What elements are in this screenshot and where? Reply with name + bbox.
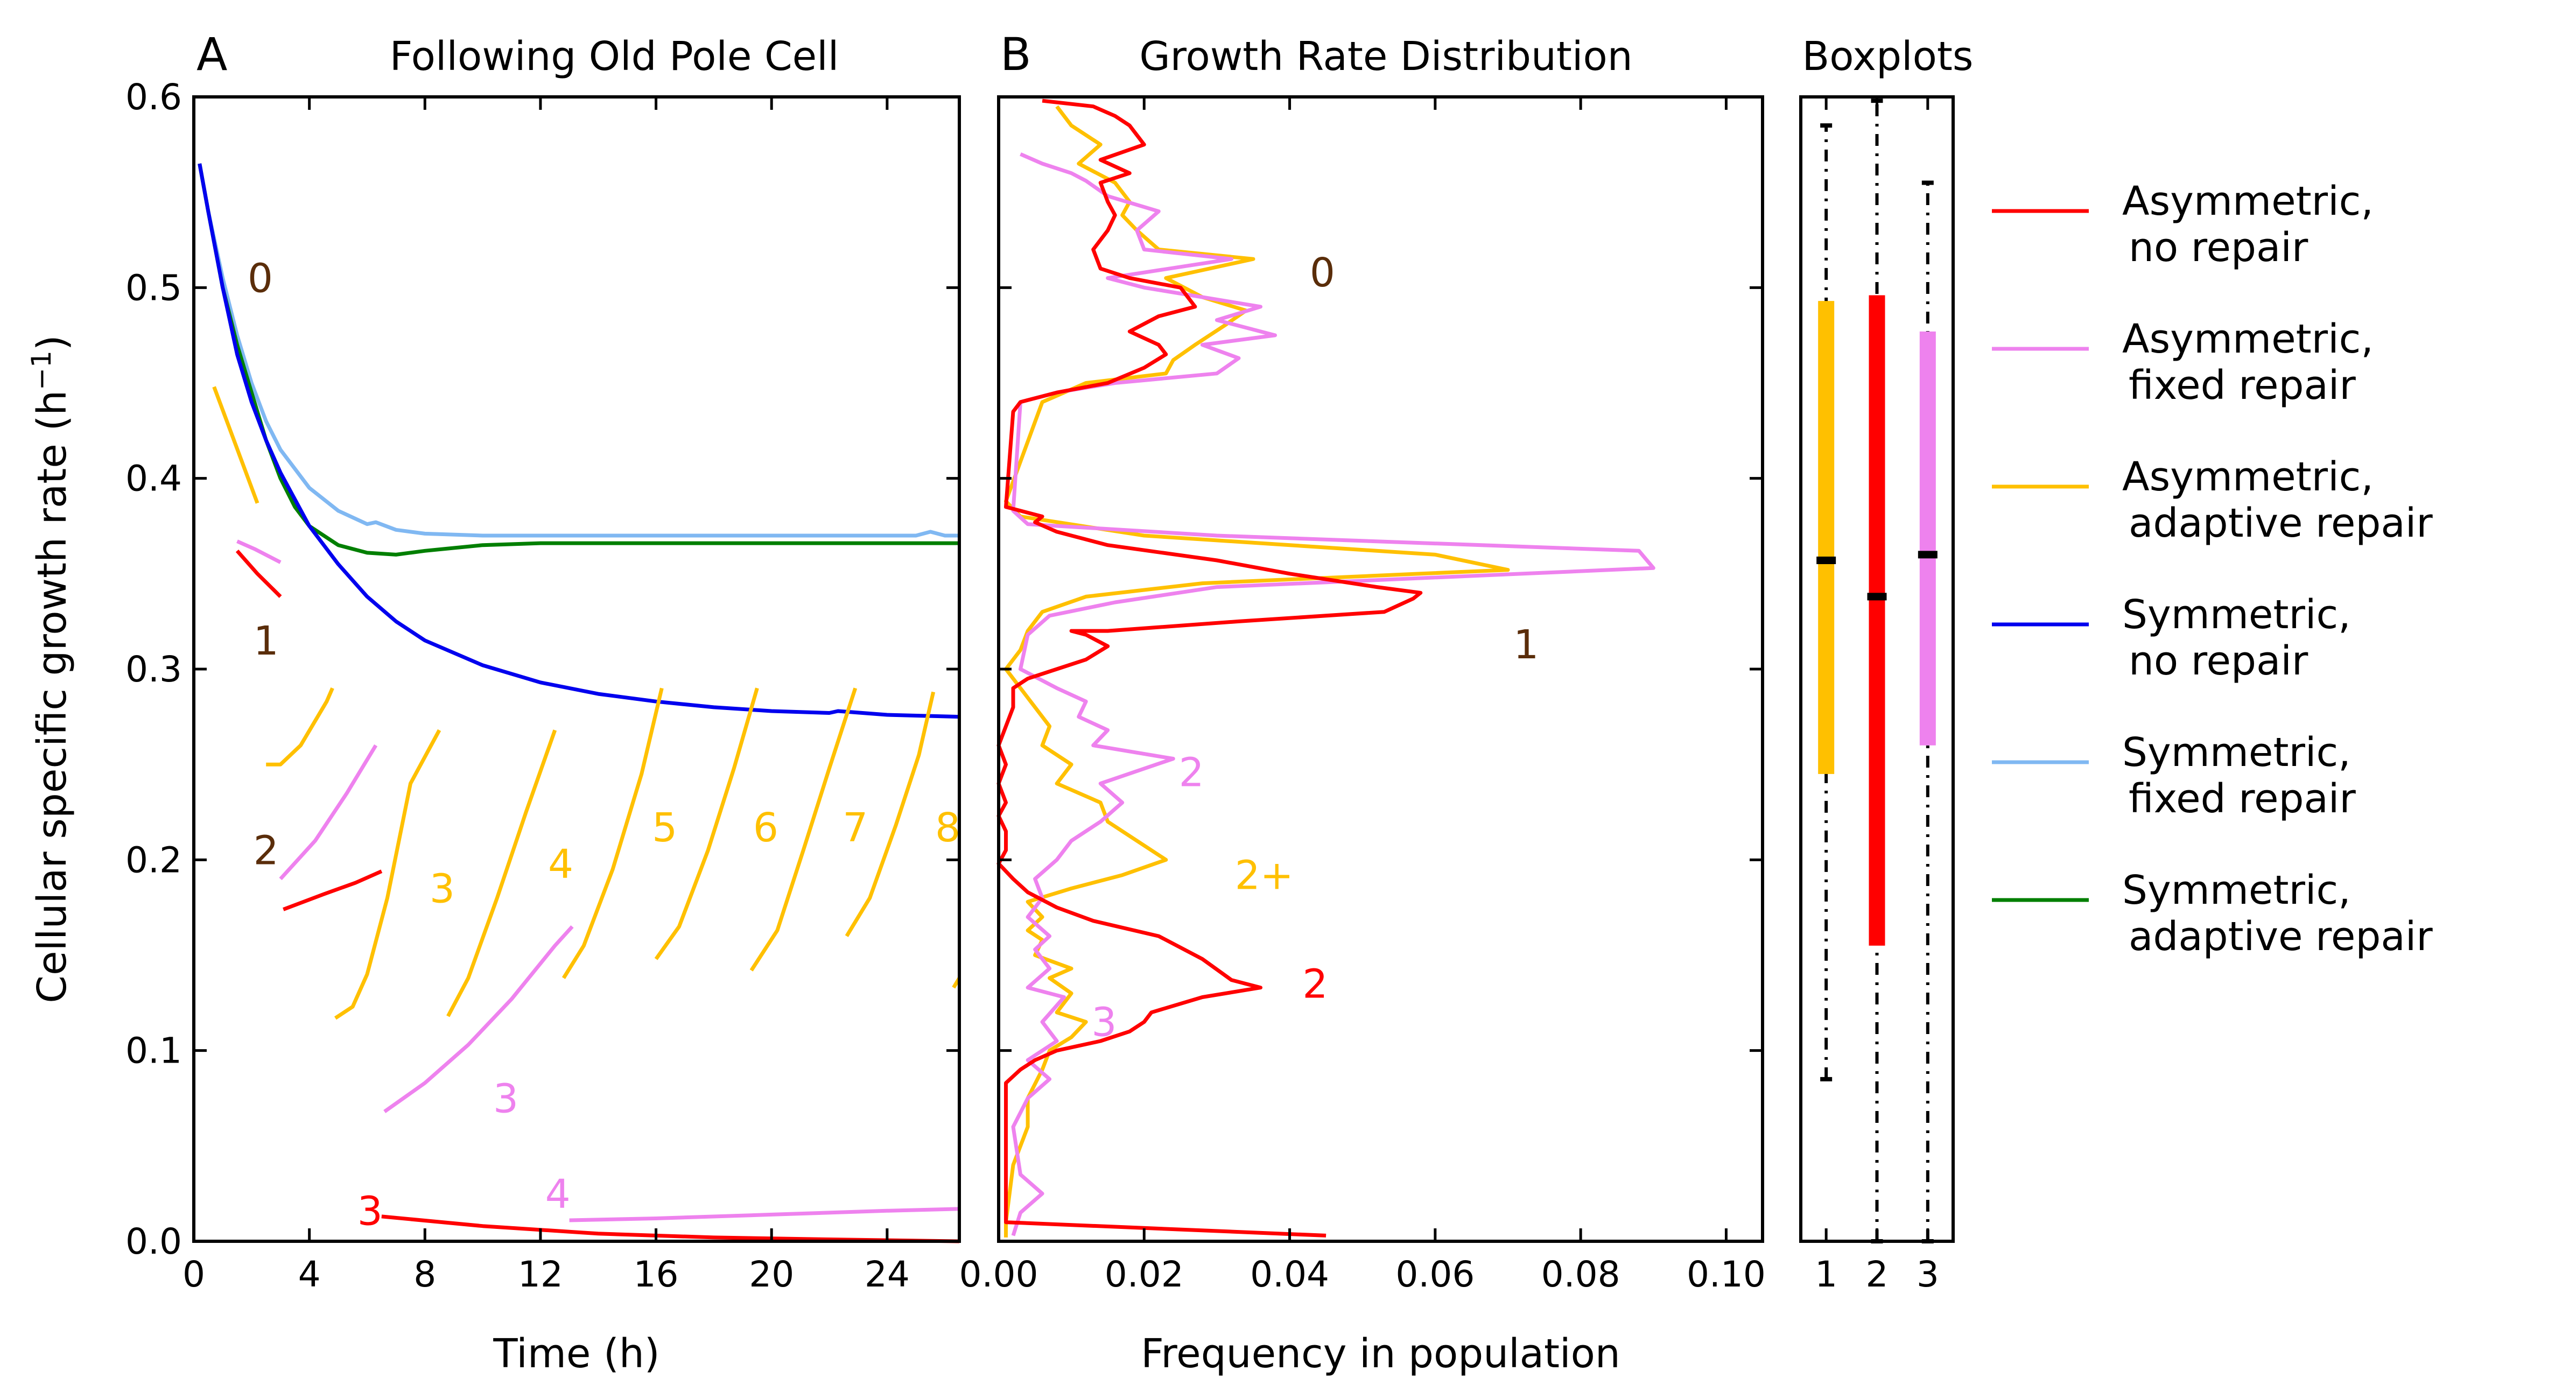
legend-label-line1: Asymmetric, (2122, 178, 2374, 224)
series-line-asym_no (235, 549, 282, 598)
x-tick-label: 16 (634, 1254, 679, 1295)
distribution-line-asym_fixed (1011, 152, 1655, 1236)
boxplot-box (1818, 301, 1835, 774)
series-line-asym_fixed (569, 1207, 960, 1222)
series-line-asym_adaptive (212, 386, 259, 504)
series-line-asym_adaptive (654, 687, 759, 960)
series-line-asym_adaptive (334, 729, 441, 1020)
generation-label: 2 (1179, 749, 1204, 796)
y-tick-label: 0.6 (125, 76, 182, 118)
x-tick-label: 8 (413, 1254, 436, 1295)
generation-label: 6 (753, 805, 778, 851)
series-line-asym_fixed (279, 744, 378, 881)
panel-boxplots: 1 2 3 Boxplots (1799, 33, 1974, 1295)
panel-b-frame (997, 95, 1764, 1243)
generation-label: 2 (254, 828, 279, 874)
panel-title: Following Old Pole Cell (390, 33, 839, 80)
legend-label-line2: no repair (2129, 224, 2308, 271)
x-tick-label: 3 (1917, 1254, 1939, 1295)
y-tick-label: 0.5 (125, 267, 182, 308)
x-tick-label: 0.00 (959, 1254, 1038, 1295)
series-line-asym_adaptive (749, 687, 858, 972)
series-line-sym_no (198, 163, 960, 719)
generation-label: 5 (652, 805, 677, 851)
boxplot-box (1869, 295, 1885, 946)
generation-label: 0 (1310, 250, 1335, 296)
series-line-asym_adaptive (561, 687, 664, 979)
series-line-asym_no (283, 869, 383, 911)
series-line-sym_adaptive (198, 163, 959, 557)
series-line-sym_fixed (198, 163, 959, 538)
legend-label-line1: Asymmetric, (2122, 454, 2374, 500)
x-axis-label: Time (h) (493, 1331, 659, 1377)
generation-label: 1 (1513, 622, 1539, 668)
x-tick-label: 0.08 (1541, 1254, 1620, 1295)
distribution-line-asym_no (996, 99, 1423, 1238)
generation-label: 3 (1091, 1000, 1117, 1046)
x-tick-label: 0.10 (1687, 1254, 1766, 1295)
generation-label: 1 (254, 618, 279, 664)
x-tick-label: 12 (518, 1254, 563, 1295)
generation-label: 2 (1302, 961, 1328, 1008)
series-line-asym_adaptive (446, 729, 557, 1017)
panel-title: Boxplots (1802, 33, 1974, 80)
legend-label-line1: Symmetric, (2122, 867, 2351, 913)
distribution-line-asym_adaptive (1004, 105, 1510, 1238)
y-tick-label: 0.3 (125, 649, 182, 690)
legend-label-line2: adaptive repair (2129, 500, 2433, 546)
x-tick-label: 0.06 (1395, 1254, 1475, 1295)
series-line-asym_adaptive (266, 687, 334, 767)
y-tick-label: 0.4 (125, 458, 182, 500)
x-tick-label: 0.02 (1105, 1254, 1184, 1295)
legend-label-line1: Symmetric, (2122, 592, 2351, 638)
generation-label: 2+ (1235, 853, 1294, 899)
series-line-asym_fixed (383, 925, 574, 1113)
x-tick-label: 4 (298, 1254, 321, 1295)
x-tick-label: 2 (1866, 1254, 1889, 1295)
legend-label-line2: adaptive repair (2129, 913, 2433, 960)
y-tick-label: 0.0 (125, 1221, 182, 1262)
y-tick-label: 0.1 (125, 1030, 182, 1072)
x-axis-label: Frequency in population (1141, 1331, 1620, 1377)
x-tick-label: 0.04 (1250, 1254, 1329, 1295)
generation-label: 3 (357, 1188, 383, 1234)
panel-letter: A (196, 28, 227, 81)
series-line-asym_no (381, 1214, 960, 1243)
x-tick-label: 24 (865, 1254, 910, 1295)
legend-label-line2: fixed repair (2129, 362, 2356, 409)
panel-title: Growth Rate Distribution (1139, 33, 1632, 80)
generation-label: 3 (493, 1075, 518, 1122)
legend-label-line2: fixed repair (2129, 776, 2356, 822)
legend-label-line1: Asymmetric, (2122, 316, 2374, 362)
generation-label: 7 (843, 805, 868, 851)
generation-label: 4 (545, 1171, 571, 1217)
generation-label: 8 (935, 805, 960, 851)
generation-label: 0 (248, 256, 273, 302)
x-tick-label: 20 (749, 1254, 794, 1295)
panel-letter: B (1000, 28, 1031, 81)
legend-label-line2: no repair (2129, 638, 2308, 684)
x-tick-label: 1 (1815, 1254, 1837, 1295)
panel-a-frame (192, 95, 961, 1243)
panel-b-growth-rate-distribution: 0 1 2 2+ 2 3 0.00 0.02 0.04 0.06 0.08 0.10 Frequency… (959, 28, 1766, 1377)
boxplot-box (1919, 331, 1936, 746)
generation-label: 3 (430, 866, 455, 912)
series-line-asym_fixed (236, 539, 282, 564)
series-line-asym_adaptive (845, 691, 936, 937)
y-tick-label: 0.2 (125, 839, 182, 881)
x-tick-label: 0 (183, 1254, 205, 1295)
legend-label-line1: Symmetric, (2122, 729, 2351, 776)
generation-label: 4 (548, 841, 573, 887)
y-axis-label: Cellular specific growth rate (h−1) (26, 335, 75, 1003)
